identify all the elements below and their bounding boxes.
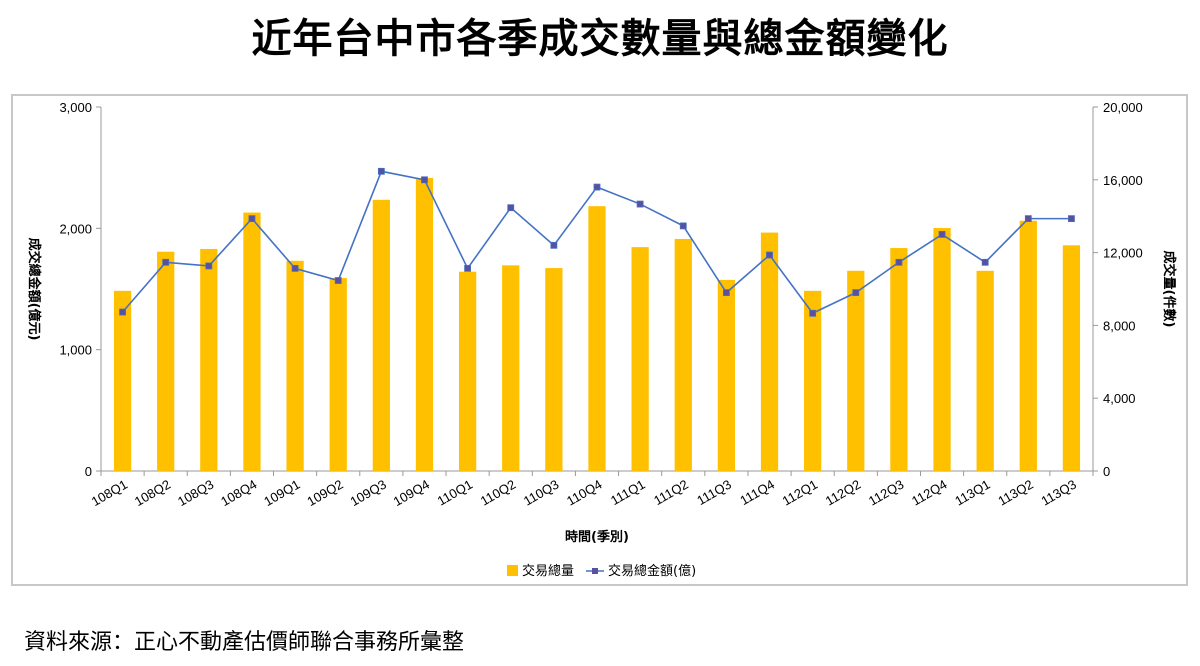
line-point bbox=[119, 308, 126, 316]
x-tick-label: 110Q4 bbox=[564, 477, 604, 509]
line-point bbox=[852, 289, 860, 297]
y-tick-label-left: 2,000 bbox=[59, 221, 92, 236]
x-tick-label: 112Q2 bbox=[823, 477, 863, 509]
x-tick-label: 109Q4 bbox=[391, 477, 432, 510]
y-tick-label-left: 1,000 bbox=[59, 343, 92, 358]
line-point bbox=[291, 264, 299, 272]
line-point bbox=[809, 309, 817, 317]
y-tick-label-right: 4,000 bbox=[1103, 391, 1136, 406]
legend-label-bar: 交易總量 bbox=[522, 563, 574, 579]
line-point bbox=[895, 258, 903, 266]
bar bbox=[847, 270, 865, 471]
legend-label-line: 交易總金額(億) bbox=[608, 563, 696, 579]
x-tick-label: 109Q1 bbox=[261, 477, 302, 510]
line-point bbox=[938, 230, 946, 238]
x-tick-label: 108Q2 bbox=[132, 477, 173, 510]
y-tick-label-right: 12,000 bbox=[1103, 246, 1143, 261]
bar bbox=[372, 199, 390, 471]
bar bbox=[243, 212, 261, 471]
y-axis-title-left: 成交總金額(億元) bbox=[26, 238, 42, 341]
line-point bbox=[334, 277, 342, 284]
y-tick-label-right: 0 bbox=[1103, 464, 1110, 479]
x-tick-label: 113Q3 bbox=[1038, 477, 1078, 509]
bar bbox=[415, 177, 434, 472]
x-tick-label: 108Q1 bbox=[89, 477, 130, 510]
bar bbox=[760, 232, 779, 471]
x-axis-title: 時間(季別) bbox=[565, 529, 629, 545]
bar bbox=[502, 265, 520, 471]
bar bbox=[1019, 220, 1037, 471]
bar bbox=[157, 251, 175, 471]
y-tick-label-right: 20,000 bbox=[1103, 100, 1143, 115]
x-tick-label: 110Q3 bbox=[521, 477, 561, 509]
x-tick-label: 111Q4 bbox=[737, 477, 777, 509]
bar bbox=[588, 206, 606, 471]
bar bbox=[890, 248, 908, 471]
x-tick-label: 111Q1 bbox=[608, 477, 648, 509]
line-point bbox=[766, 251, 773, 259]
bar bbox=[458, 271, 477, 471]
x-tick-label: 111Q3 bbox=[694, 477, 734, 509]
bar bbox=[933, 228, 951, 471]
x-tick-label: 109Q2 bbox=[304, 477, 345, 510]
x-tick-label: 112Q4 bbox=[909, 477, 949, 509]
line-point bbox=[1024, 215, 1032, 223]
bar bbox=[976, 270, 994, 471]
x-tick-label: 109Q3 bbox=[348, 477, 389, 510]
bar bbox=[717, 279, 736, 471]
bar bbox=[329, 278, 347, 471]
x-tick-label: 108Q3 bbox=[175, 477, 216, 510]
line-point bbox=[593, 183, 601, 191]
line-point bbox=[248, 215, 256, 223]
line-point bbox=[377, 167, 385, 175]
y-axis-title-right: 成交量(件數) bbox=[1161, 251, 1177, 328]
bar bbox=[286, 260, 304, 471]
bar bbox=[545, 268, 563, 471]
line-point bbox=[1068, 215, 1075, 223]
y-tick-label-left: 0 bbox=[85, 464, 92, 479]
bar bbox=[1062, 245, 1081, 471]
x-tick-label: 110Q1 bbox=[435, 477, 475, 509]
x-tick-label: 108Q4 bbox=[218, 477, 259, 510]
y-tick-label-right: 8,000 bbox=[1103, 318, 1136, 333]
x-tick-label: 113Q1 bbox=[952, 477, 992, 509]
bar bbox=[113, 290, 132, 471]
line-point bbox=[636, 200, 644, 208]
x-tick-label: 112Q3 bbox=[866, 477, 906, 509]
bar bbox=[631, 247, 649, 471]
line-point bbox=[722, 289, 730, 297]
line-point bbox=[550, 241, 558, 249]
legend-marker-line bbox=[592, 568, 598, 574]
y-tick-label-right: 16,000 bbox=[1103, 173, 1143, 188]
x-tick-label: 113Q2 bbox=[995, 477, 1035, 509]
line-point bbox=[679, 222, 687, 230]
x-tick-label: 112Q1 bbox=[780, 477, 820, 509]
bar bbox=[200, 248, 218, 471]
bar bbox=[674, 238, 692, 471]
line-point bbox=[981, 258, 989, 266]
x-tick-label: 110Q2 bbox=[478, 477, 518, 509]
line-point bbox=[205, 262, 213, 270]
line-point bbox=[464, 264, 472, 272]
y-tick-label-left: 3,000 bbox=[59, 100, 92, 115]
line-point bbox=[162, 258, 170, 266]
x-tick-label: 111Q2 bbox=[651, 477, 691, 509]
line-point bbox=[421, 176, 428, 184]
source-note: 資料來源：正心不動產估價師聯合事務所彙整 bbox=[24, 630, 465, 655]
legend-swatch-bar bbox=[507, 565, 518, 576]
page-title: 近年台中市各季成交數量與總金額變化 bbox=[251, 16, 949, 62]
bar bbox=[804, 290, 822, 471]
line-point bbox=[507, 204, 515, 212]
